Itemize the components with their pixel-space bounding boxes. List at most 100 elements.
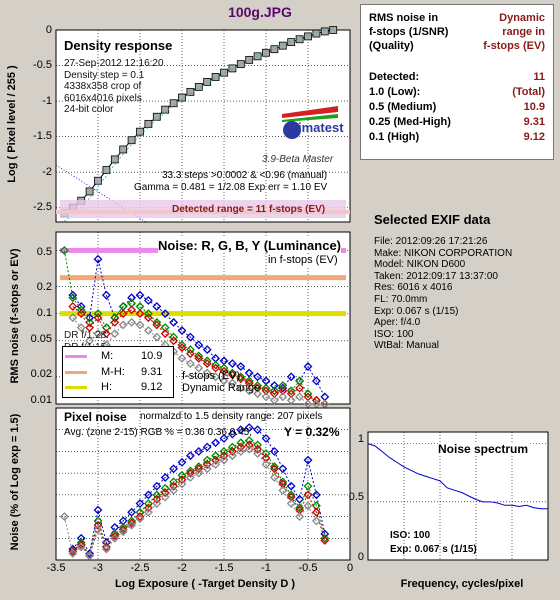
pixel-point: [110, 533, 120, 543]
pixel-point: [59, 512, 69, 521]
noise-point: [68, 313, 78, 323]
pixel-point: [320, 533, 330, 543]
rms-row-value: 10.9: [523, 101, 545, 113]
pixel-xtick: -2: [177, 562, 187, 574]
density-info-line: Density step = 0.1: [64, 69, 145, 81]
density-gamma: Gamma = 0.481 = 1/2.08 Exp err = 1.10 EV: [134, 182, 328, 193]
density-point: [236, 60, 245, 69]
noise-point: [194, 351, 204, 361]
pixel-point: [303, 481, 313, 491]
noise-point: [127, 305, 137, 315]
imatest-logo: [280, 104, 340, 150]
pixel-point: [253, 440, 263, 450]
noise-point: [143, 309, 153, 319]
pixel-point: [236, 425, 246, 435]
pixel-point: [211, 460, 221, 469]
rms-header-right: Dynamic range in f-stops (EV): [483, 11, 545, 53]
pixel-point: [211, 438, 221, 448]
pixel-point: [227, 447, 237, 456]
pixel-point: [227, 451, 237, 461]
dr-legend: M: 10.9 M-H: 9.31 H: 9.12: [62, 346, 174, 398]
pixel-point: [143, 499, 153, 508]
density-point: [85, 187, 94, 196]
density-point: [203, 78, 212, 86]
pixel-point: [219, 455, 229, 465]
noise-series-line: [72, 306, 326, 405]
density-ytick: -1.5: [33, 130, 52, 142]
pixel-point: [93, 516, 103, 526]
pixel-point: [177, 475, 187, 485]
rms-header-line: f-stops (1/SNR): [369, 26, 449, 38]
density-point: [144, 119, 153, 128]
noise-point: [269, 386, 279, 396]
spectrum-curve: [367, 443, 548, 510]
rms-row-label: 0.25 (Med-High): [369, 116, 451, 128]
density-point: [127, 136, 136, 145]
legend-row: M-H: 9.31: [65, 366, 169, 380]
spectrum-exp: Exp: 0.067 s (1/15): [390, 544, 477, 555]
rms-header-left: RMS noise in f-stops (1/SNR) (Quality): [369, 11, 448, 53]
noise-point: [127, 317, 137, 327]
pixel-point: [118, 525, 128, 535]
legend-label: H:: [101, 381, 112, 393]
pixel-point: [160, 483, 170, 493]
noise-point: [177, 343, 187, 353]
noise-point: [76, 309, 86, 319]
pixel-point: [110, 529, 120, 539]
pixel-point: [127, 518, 137, 528]
noise-point: [278, 386, 288, 396]
noise-point: [93, 254, 103, 264]
pixel-point: [177, 470, 187, 480]
pixel-y-value: Y = 0.32%: [284, 425, 340, 439]
noise-point: [286, 386, 296, 396]
exif-line: Exp: 0.067 s (1/15): [374, 305, 459, 317]
pixel-point: [269, 464, 279, 474]
pixel-point: [211, 455, 221, 465]
spectrum-ytick: 0: [357, 551, 364, 563]
noise-point: [177, 326, 187, 335]
noise-point: [194, 363, 204, 373]
density-ytick: -0.5: [33, 59, 52, 71]
noise-point: [236, 383, 246, 393]
noise-point: [244, 376, 254, 386]
pixel-point: [202, 460, 212, 469]
legend-row: M: 10.9: [65, 350, 169, 364]
pixel-point: [185, 451, 195, 461]
pixel-point: [93, 525, 103, 535]
noise-point: [202, 359, 212, 369]
spectrum-ytick: 0.5: [348, 491, 364, 503]
spectrum-iso: ISO: 100: [390, 530, 431, 541]
legend-row: H: 9.12: [65, 381, 169, 395]
noise-point: [227, 359, 237, 369]
rms-row: 0.1 (High) 9.12: [369, 131, 545, 144]
pixel-point: [202, 455, 212, 465]
rms-header-line: f-stops (EV): [483, 40, 545, 52]
density-steps: 33.3 steps >0.0002 & <0.96 (manual): [162, 170, 328, 181]
rms-rows: Detected: 11 1.0 (Low): (Total) 0.5 (Mediu…: [369, 71, 545, 144]
pixel-point: [76, 538, 86, 548]
density-point: [295, 35, 304, 44]
exif-line: ISO: 100: [374, 328, 414, 340]
pixel-title: Pixel noise: [64, 410, 127, 424]
noise-point: [269, 381, 279, 390]
pixel-point: [76, 540, 86, 550]
noise-point: [101, 290, 111, 300]
pixel-point: [68, 549, 78, 558]
noise-title: Noise: R, G, B, Y (Luminance): [158, 238, 341, 253]
legend-value: 9.31: [141, 366, 163, 378]
density-ytick: -1: [42, 95, 52, 107]
noise-point: [85, 313, 95, 323]
noise-point: [93, 313, 103, 323]
pixel-point: [160, 488, 170, 498]
density-point: [136, 127, 144, 136]
legend-label: M:: [101, 350, 114, 362]
pixel-point: [244, 444, 254, 454]
pixel-point: [269, 473, 279, 482]
noise-point: [135, 309, 145, 319]
noise-point: [68, 302, 78, 311]
pixel-ylabel: Noise (% of Log exp = 1.5): [9, 413, 21, 551]
legend-caption: Dynamic Range: [182, 382, 261, 394]
pixel-point: [244, 440, 254, 450]
pixel-point: [152, 481, 162, 491]
noise-point: [236, 374, 246, 384]
